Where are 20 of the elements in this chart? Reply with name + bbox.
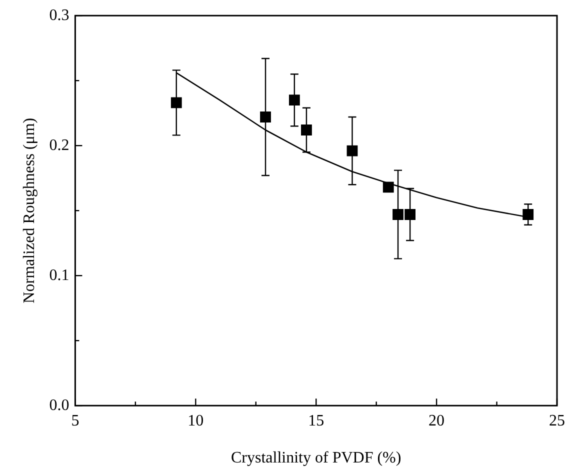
point [170,97,182,108]
x-axis-title: Crystallinity of PVDF (%) [230,450,402,467]
x-tick-label: 15 [308,412,324,430]
point [346,145,358,156]
point [382,182,394,193]
point [260,112,271,122]
x-tick-label: 10 [188,412,204,430]
point [301,124,312,136]
point [404,209,416,220]
y-tick-label: 0.2 [49,136,70,154]
point [288,94,300,106]
point [522,209,534,220]
point [392,209,404,220]
y-tick-label: 0.0 [49,396,70,414]
y-tick-label: 0.1 [49,266,70,284]
x-tick-label: 20 [428,412,445,430]
x-tick-label: 5 [71,412,80,430]
y-axis-title: Normalized Roughness (μm) [20,118,38,304]
x-tick-label: 25 [549,412,565,430]
y-tick-label: 0.3 [49,6,70,24]
